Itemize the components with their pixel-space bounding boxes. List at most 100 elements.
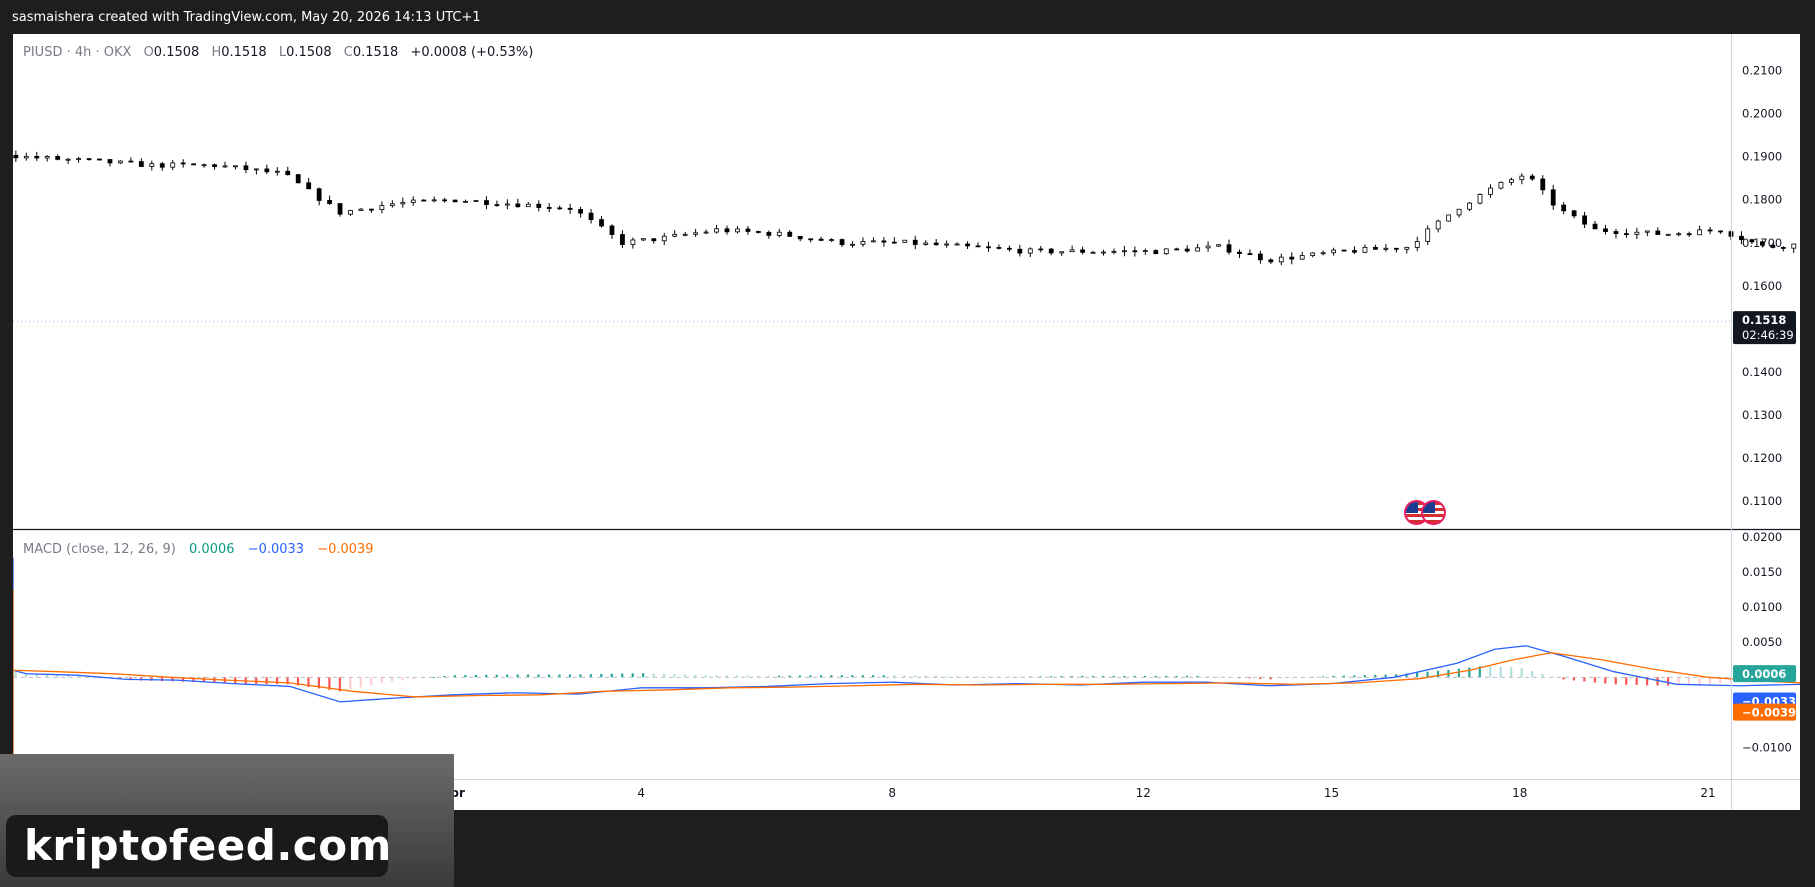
macd-hist-bar	[453, 675, 456, 678]
macd-hist-bar	[652, 673, 655, 678]
price-candle	[306, 177, 312, 190]
change-value: +0.0008 (+0.53%)	[410, 45, 534, 60]
price-candle	[933, 239, 939, 246]
price-candle	[1205, 241, 1211, 252]
candle-body	[735, 228, 740, 233]
price-candle	[1477, 193, 1483, 205]
low-value: 0.1508	[286, 45, 332, 60]
macd-hist-bar	[757, 675, 760, 678]
macd-hist-bar	[432, 677, 436, 678]
candle-body	[389, 203, 395, 207]
price-candle	[1310, 252, 1316, 258]
candle-body	[128, 160, 134, 163]
candle-body	[902, 239, 908, 243]
candle-body	[881, 240, 887, 243]
candle-body	[1331, 249, 1336, 254]
price-candle	[1749, 238, 1755, 245]
price-candle	[295, 173, 301, 184]
price-candle	[588, 208, 594, 224]
price-candle	[1006, 245, 1012, 252]
top-bar: sasmaishera created with TradingView.com…	[0, 0, 1815, 34]
candle-body	[839, 239, 845, 246]
candle-body	[1613, 231, 1619, 234]
price-candle	[1446, 214, 1452, 222]
price-candle	[1467, 201, 1472, 212]
price-candle	[536, 200, 542, 212]
price-candle	[609, 224, 615, 239]
candle-body	[755, 231, 761, 233]
price-candle	[1299, 251, 1305, 260]
macd-hist-bar	[1384, 674, 1387, 678]
macd-tick-label: 0.0100	[1742, 600, 1782, 614]
price-candle	[1289, 252, 1295, 265]
candle-body	[891, 241, 897, 244]
price-tick-label: 0.2100	[1742, 64, 1782, 78]
price-candle	[912, 235, 918, 250]
symbol-label[interactable]: PIUSD · 4h · OKX	[23, 45, 132, 60]
macd-indicator-name[interactable]: MACD (close, 12, 26, 9)	[23, 542, 176, 557]
macd-hist-bar	[1395, 674, 1398, 678]
candle-body	[829, 239, 834, 241]
candle-body	[1184, 248, 1190, 252]
candle-body	[1686, 233, 1692, 236]
price-candle	[871, 237, 876, 243]
price-candle	[107, 159, 113, 167]
macd-hist-bar	[286, 677, 289, 685]
candle-body	[1320, 252, 1326, 255]
candle-body	[745, 228, 751, 232]
macd-hist-bar	[851, 675, 854, 678]
candle-body	[473, 200, 479, 202]
macd-hist-bar	[610, 673, 613, 678]
ohlc-legend: PIUSD · 4h · OKX O0.1508 H0.1518 L0.1508…	[23, 45, 533, 60]
price-candle	[1132, 246, 1138, 257]
candle-body	[766, 231, 772, 236]
candle-body	[358, 208, 364, 211]
price-candle	[13, 150, 19, 163]
price-candle	[1697, 225, 1703, 236]
macd-hist-bar	[391, 677, 394, 682]
price-candle	[902, 239, 908, 243]
macd-hist-bar	[1499, 666, 1502, 678]
macd-hist-bar	[621, 673, 624, 678]
macd-hist-bar	[1269, 677, 1272, 680]
price-candle	[599, 216, 604, 228]
us-flag-icon[interactable]	[1421, 500, 1446, 525]
price-candle	[410, 196, 416, 206]
candle-body	[233, 165, 238, 168]
macd-hist-bar	[1604, 677, 1607, 684]
price-candle	[1174, 247, 1180, 251]
time-tick-label: 21	[1700, 786, 1715, 800]
price-candle	[264, 164, 270, 174]
price-candle	[1247, 249, 1253, 255]
chart-canvas[interactable]: 0.2100 0.2000 0.1900 0.1800 0.1700 0.1600 0.15…	[13, 34, 1800, 810]
price-candle	[1027, 247, 1033, 257]
candle-body	[1582, 215, 1587, 225]
price-candle	[44, 155, 50, 162]
price-candle	[1048, 247, 1054, 256]
macd-hist-bar	[506, 674, 509, 678]
price-candle	[1341, 249, 1347, 252]
price-candle	[494, 200, 500, 207]
macd-hist-bar	[1049, 676, 1053, 678]
macd-hist-bar	[955, 675, 958, 678]
macd-hist-bar	[1510, 667, 1513, 678]
candle-body	[191, 163, 197, 166]
candle-body	[1142, 250, 1148, 253]
price-candle	[1550, 184, 1556, 210]
macd-hist-bar	[903, 675, 906, 678]
macd-hist-bar	[1332, 675, 1335, 678]
price-candle	[1519, 173, 1525, 185]
candle-body	[118, 160, 123, 164]
candle-body	[850, 243, 855, 246]
economic-events[interactable]	[1404, 500, 1454, 526]
price-candle	[1111, 248, 1117, 255]
candle-body	[1038, 248, 1044, 251]
time-tick-label: 12	[1136, 786, 1151, 800]
macd-tick-label: 0.0200	[1742, 530, 1782, 544]
macd-hist-bar	[276, 677, 279, 685]
price-candle	[222, 161, 228, 168]
candle-body	[1540, 178, 1546, 191]
candle-body	[1006, 247, 1012, 250]
candle-body	[149, 163, 155, 167]
